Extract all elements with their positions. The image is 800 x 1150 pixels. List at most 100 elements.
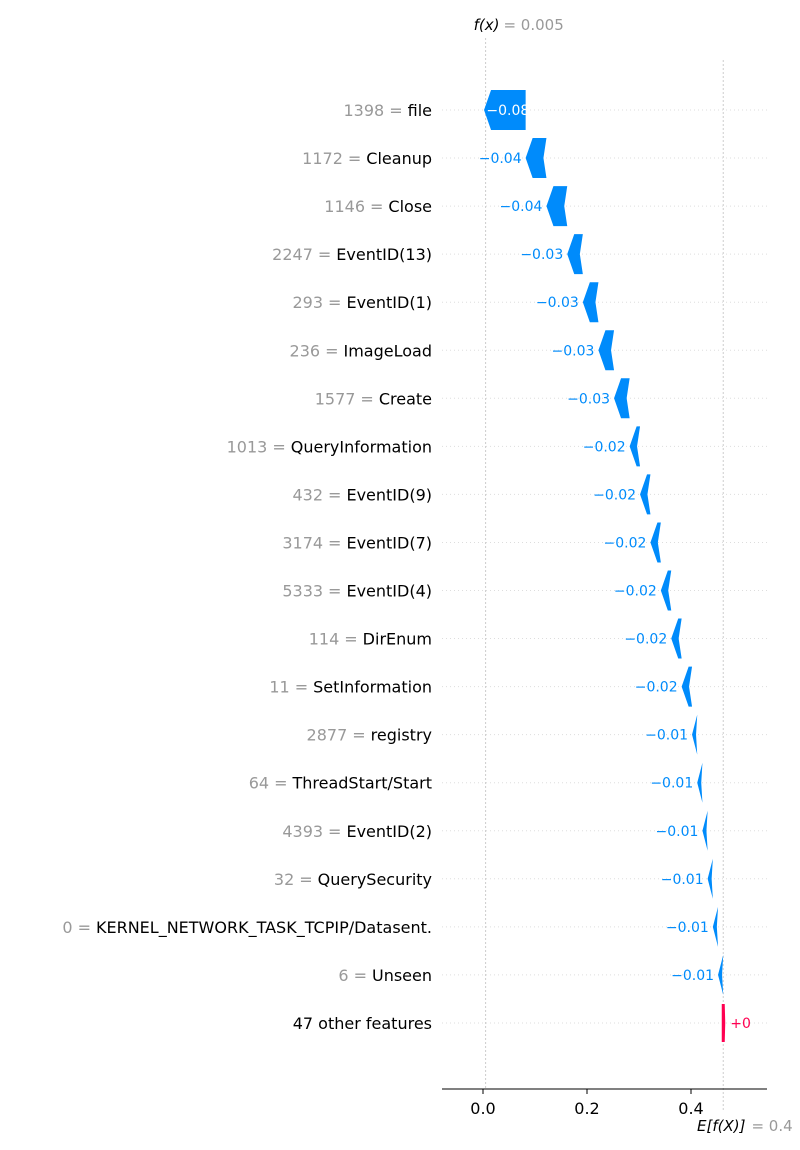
feature-equals: = [299,870,312,889]
feature-value: 2247 [272,245,313,264]
contribution-bar [614,378,630,419]
feature-name: 47 other features [293,1014,432,1033]
feature-label: 2877 = registry [307,726,432,745]
feature-value: 236 [290,341,321,360]
bar-value-label: −0.01 [666,920,709,936]
bar-value-label: −0.01 [661,872,704,888]
bar-value-label: −0.02 [604,535,647,551]
feature-value: 2877 [307,726,348,745]
feature-name: ImageLoad [344,341,433,360]
feature-label: 6 = Unseen [338,966,432,985]
feature-label: 114 = DirEnum [309,630,432,649]
fx-label: f(x) = 0.005 [474,16,564,34]
bar-value-label: −0.02 [635,680,678,696]
feature-equals: = [354,966,367,985]
feature-value: 4393 [282,822,323,841]
feature-label: 1172 = Cleanup [302,149,432,168]
feature-label: 1013 = QueryInformation [227,437,432,456]
feature-name: QueryInformation [291,437,432,456]
contribution-bar [567,234,583,275]
feature-value: 1172 [302,149,343,168]
feature-name: Unseen [372,966,432,985]
feature-value: 432 [293,485,324,504]
bar-value-label: −0.03 [552,343,595,359]
feature-equals: = [328,533,341,552]
feature-label: 236 = ImageLoad [290,341,432,360]
feature-name: Create [379,389,432,408]
contribution-bar [525,138,547,179]
feature-value: 64 [249,774,269,793]
feature-value: 1577 [315,389,356,408]
feature-name: KERNEL_NETWORK_TASK_TCPIP/Datasent. [96,918,432,938]
feature-name: QuerySecurity [318,870,432,889]
contribution-bar [681,666,693,707]
feature-value: 1398 [344,101,385,120]
feature-name: EventID(1) [346,293,432,312]
feature-label: 1577 = Create [315,389,432,408]
feature-equals: = [272,437,285,456]
feature-label: 3174 = EventID(7) [282,533,432,552]
x-tick-label: 0.4 [678,1099,703,1118]
bar-value-label: −0.02 [624,632,667,648]
feature-name: DirEnum [363,630,432,649]
bar-value-label: −0.02 [614,584,657,600]
feature-name: EventID(9) [346,485,432,504]
feature-label: 432 = EventID(9) [293,485,433,504]
feature-label: 1146 = Close [324,197,432,216]
feature-equals: = [328,485,341,504]
contribution-bar [697,762,703,803]
feature-name: file [408,101,432,120]
bar-value-label: −0.08 [486,103,529,119]
feature-equals: = [78,918,91,937]
feature-label: 0 = KERNEL_NETWORK_TASK_TCPIP/Datasent. [62,918,432,938]
feature-name: EventID(13) [336,245,432,264]
contribution-bar [671,618,682,659]
feature-name: Close [388,197,432,216]
contribution-bar [598,330,615,371]
contribution-bar [660,570,672,611]
base-label-name: E[f(X)] [697,1117,746,1135]
contribution-bar [629,426,641,467]
feature-name: EventID(4) [346,582,432,601]
feature-equals: = [389,101,402,120]
feature-value: 5333 [282,582,323,601]
feature-equals: = [328,582,341,601]
feature-label: 47 other features [293,1014,432,1033]
feature-label: 4393 = EventID(2) [282,822,432,841]
base-value-label: E[f(X)] = 0.4 [697,1117,793,1135]
feature-label: 5333 = EventID(4) [282,582,432,601]
feature-name: SetInformation [313,678,432,697]
feature-value: 293 [293,293,324,312]
feature-value: 114 [309,630,340,649]
feature-equals: = [352,726,365,745]
bar-value-label: −0.04 [500,199,543,215]
x-tick-label: 0.0 [470,1099,495,1118]
bar-value-label: −0.02 [593,487,636,503]
feature-name: EventID(7) [346,533,432,552]
contribution-bar [582,282,599,323]
base-label-value: = 0.4 [751,1117,792,1135]
contribution-bar [484,90,526,130]
bar-value-label: −0.03 [536,295,579,311]
feature-equals: = [370,197,383,216]
bar-value-label: −0.01 [645,728,688,744]
feature-name: registry [371,726,432,745]
contribution-bar [702,810,708,851]
feature-value: 1146 [324,197,365,216]
bar-value-label: −0.01 [671,968,714,984]
contribution-bar [546,186,568,227]
feature-value: 32 [274,870,294,889]
bar-value-label: −0.03 [567,391,610,407]
fx-label-value: = 0.005 [503,16,563,34]
contribution-bar [712,906,719,947]
feature-value: 3174 [282,533,323,552]
feature-label: 1398 = file [344,101,433,120]
feature-equals: = [328,293,341,312]
feature-name: EventID(2) [346,822,432,841]
feature-label: 64 = ThreadStart/Start [249,774,432,793]
feature-name: ThreadStart/Start [291,774,432,793]
bar-value-label: +0 [730,1016,751,1032]
feature-equals: = [325,341,338,360]
feature-value: 11 [269,678,289,697]
